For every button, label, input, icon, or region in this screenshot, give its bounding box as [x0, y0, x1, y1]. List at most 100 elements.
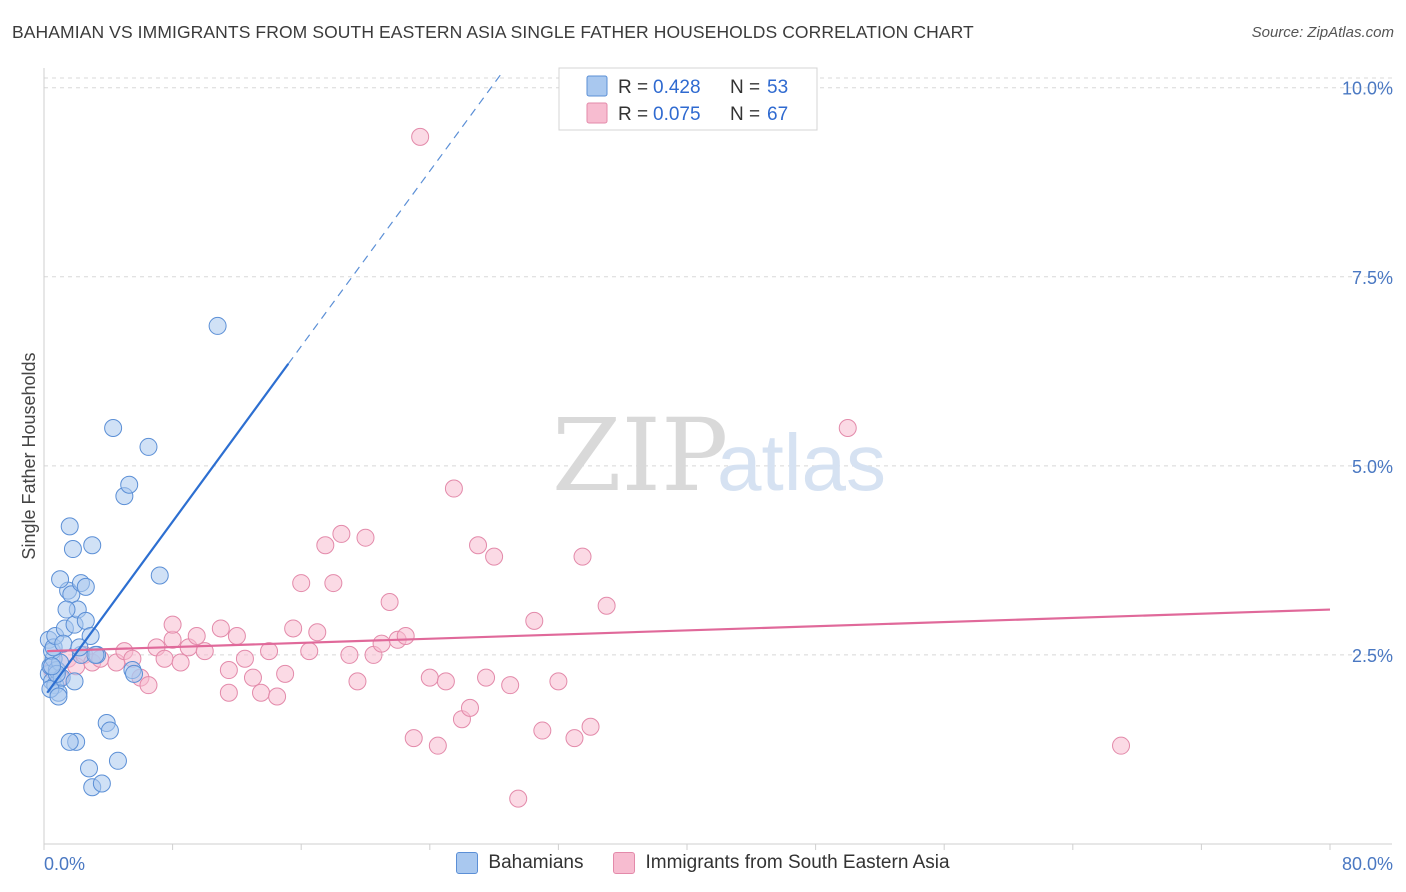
- data-point-immigrants: [284, 619, 303, 638]
- data-point-bahamians: [139, 437, 158, 456]
- axes: [43, 68, 1392, 845]
- data-point-bahamians: [83, 536, 102, 555]
- data-point-immigrants: [219, 661, 238, 680]
- legend-n-value-immigrants: 67: [767, 104, 788, 125]
- data-point-bahamians: [104, 419, 123, 438]
- watermark-atlas: atlas: [717, 418, 886, 507]
- data-point-immigrants: [187, 627, 206, 646]
- data-point-bahamians: [125, 664, 144, 683]
- data-point-bahamians: [49, 687, 68, 706]
- data-point-immigrants: [235, 649, 254, 668]
- data-point-immigrants: [243, 668, 262, 687]
- data-point-immigrants: [139, 676, 158, 695]
- data-point-immigrants: [444, 479, 463, 498]
- data-point-immigrants: [509, 789, 528, 808]
- data-point-immigrants: [573, 547, 592, 566]
- data-point-bahamians: [76, 611, 95, 630]
- data-point-immigrants: [276, 664, 295, 683]
- y-tick-label: 5.0%: [1352, 457, 1393, 477]
- legend-item-bahamians[interactable]: Bahamians: [456, 852, 583, 874]
- legend-item-immigrants[interactable]: Immigrants from South Eastern Asia: [613, 852, 950, 874]
- data-point-immigrants: [260, 642, 279, 661]
- data-point-immigrants: [292, 574, 311, 593]
- legend-r-value-bahamians: 0.428: [653, 77, 701, 98]
- data-point-immigrants: [163, 615, 182, 634]
- source-credit: Source: ZipAtlas.com: [1252, 24, 1394, 41]
- y-tick-label: 7.5%: [1352, 268, 1393, 288]
- data-point-immigrants: [300, 642, 319, 661]
- legend-swatch-icon: [613, 852, 636, 874]
- data-point-immigrants: [324, 574, 343, 593]
- trend-line-bahamians-extension: [287, 72, 503, 365]
- data-point-immigrants: [533, 721, 552, 740]
- series-bahamians-points: [39, 316, 227, 797]
- data-point-immigrants: [485, 547, 504, 566]
- legend-n-label-immigrants: N =: [730, 104, 760, 125]
- data-point-immigrants: [356, 528, 375, 547]
- data-point-immigrants: [428, 736, 447, 755]
- data-point-bahamians: [57, 600, 76, 619]
- legend-r-value-immigrants: 0.075: [653, 104, 701, 125]
- data-point-bahamians: [208, 316, 227, 335]
- data-point-bahamians: [80, 759, 99, 778]
- data-point-immigrants: [501, 676, 520, 695]
- data-point-immigrants: [163, 630, 182, 649]
- data-point-bahamians: [108, 751, 127, 770]
- data-point-immigrants: [155, 649, 174, 668]
- data-point-bahamians: [76, 577, 95, 596]
- x-tick-label-80: 80.0%: [1342, 854, 1393, 874]
- data-point-bahamians: [60, 732, 79, 751]
- data-point-bahamians: [150, 566, 169, 585]
- data-point-immigrants: [340, 645, 359, 664]
- series-legend: Bahamians Immigrants from South Eastern …: [0, 852, 1406, 874]
- x-ticks: [43, 844, 1331, 850]
- data-point-immigrants: [348, 672, 367, 691]
- scatter-chart: ZIP atlas 2.5% 5.0% 7.5% 10.0% Single Fathe…: [19, 67, 1393, 850]
- y-tick-labels: 2.5% 5.0% 7.5% 10.0%: [1342, 79, 1393, 666]
- legend: R = 0.428 N = 53 R = 0.075 N = 67: [558, 67, 818, 131]
- data-point-immigrants: [171, 653, 190, 672]
- data-point-immigrants: [581, 717, 600, 736]
- legend-label-bahamians: Bahamians: [488, 852, 584, 873]
- data-point-immigrants: [332, 524, 351, 543]
- data-point-immigrants: [597, 596, 616, 615]
- data-point-immigrants: [1112, 736, 1131, 755]
- watermark-zip: ZIP: [552, 397, 728, 514]
- data-point-bahamians: [120, 475, 139, 494]
- y-tick-label: 2.5%: [1352, 646, 1393, 666]
- data-point-immigrants: [380, 592, 399, 611]
- data-point-bahamians: [43, 657, 62, 676]
- data-point-immigrants: [404, 729, 423, 748]
- data-point-bahamians: [100, 721, 119, 740]
- data-point-immigrants: [420, 668, 439, 687]
- source-label: Source:: [1251, 24, 1304, 41]
- data-point-immigrants: [411, 127, 430, 146]
- data-point-immigrants: [252, 683, 271, 702]
- legend-label-immigrants: Immigrants from South Eastern Asia: [645, 852, 950, 873]
- data-point-immigrants: [227, 627, 246, 646]
- data-point-bahamians: [65, 672, 84, 691]
- data-point-bahamians: [60, 517, 79, 536]
- data-point-immigrants: [436, 672, 455, 691]
- legend-swatch-immigrants: [586, 102, 608, 124]
- data-point-immigrants: [308, 623, 327, 642]
- grid-lines: [44, 77, 1392, 656]
- data-point-immigrants: [268, 687, 287, 706]
- data-point-immigrants: [219, 683, 238, 702]
- trend-lines: [46, 72, 1331, 694]
- y-tick-label: 10.0%: [1342, 79, 1393, 99]
- data-point-immigrants: [565, 729, 584, 748]
- legend-n-label-bahamians: N =: [730, 77, 760, 98]
- legend-r-label-bahamians: R =: [618, 77, 648, 98]
- watermark: ZIP atlas: [552, 397, 886, 514]
- data-point-immigrants: [396, 627, 415, 646]
- data-point-bahamians: [92, 774, 111, 793]
- data-point-immigrants: [469, 536, 488, 555]
- data-point-immigrants: [372, 634, 391, 653]
- x-tick-label-0: 0.0%: [44, 854, 85, 874]
- data-point-immigrants: [525, 611, 544, 630]
- legend-swatch-bahamians: [586, 75, 608, 97]
- data-point-bahamians: [51, 570, 70, 589]
- data-point-immigrants: [549, 672, 568, 691]
- trend-line-immigrants: [47, 608, 1331, 653]
